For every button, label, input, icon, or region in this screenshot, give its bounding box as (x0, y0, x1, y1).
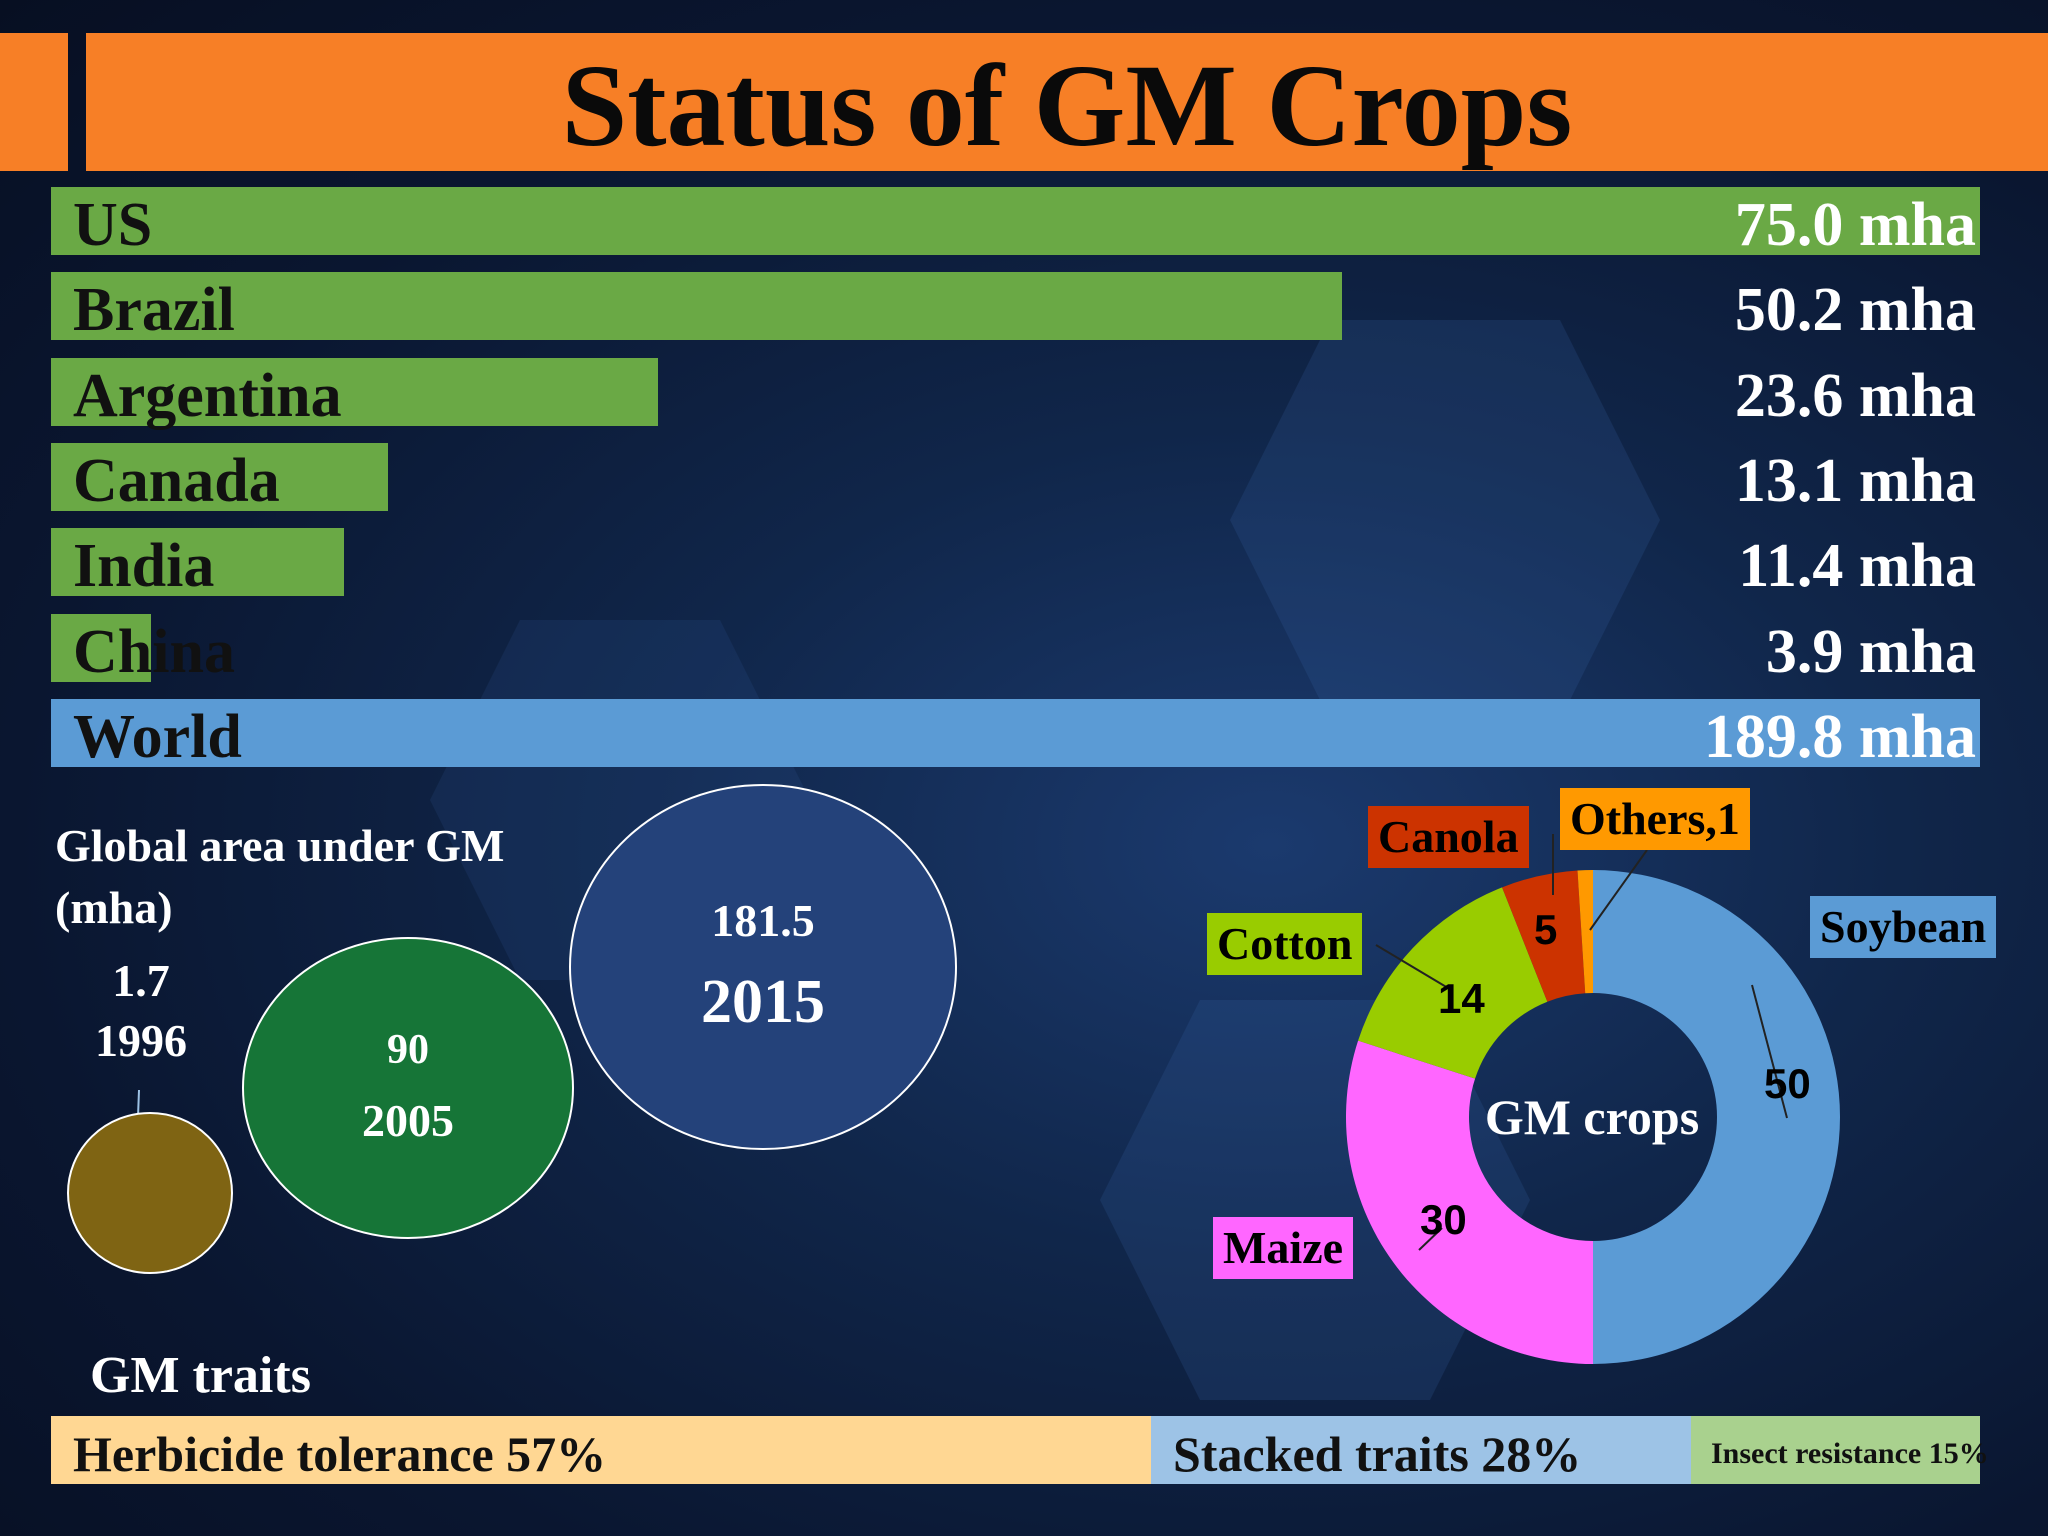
trait-3-label: Insect resistance 15% (1711, 1437, 1989, 1470)
bar-value-world: 189.8 mha (1703, 703, 1976, 771)
bar-value-china: 3.9 mha (1765, 618, 1976, 686)
bar-value-us: 75.0 mha (1734, 191, 1976, 259)
donut-value-maize: 30 (1420, 1196, 1467, 1243)
traits-title: GM traits (90, 1347, 311, 1404)
donut-slice-canola (1502, 870, 1586, 1002)
donut-leader-line (1375, 944, 1449, 989)
bar-china (51, 614, 151, 682)
donut-leader-line (1418, 1227, 1443, 1251)
bar-label-china: China (73, 618, 235, 686)
donut-value-cotton: 14 (1438, 975, 1485, 1022)
donut-slice-soybean (1593, 870, 1840, 1364)
donut-center-label: GM crops (1484, 1089, 1700, 1145)
bar-canada (51, 443, 388, 511)
page-title: Status of GM Crops (561, 40, 1573, 171)
donut-slice-others (1577, 870, 1593, 994)
trait-3-segment (1691, 1416, 1980, 1484)
donut-label-cotton: Cotton (1207, 913, 1363, 975)
bubble-2015 (569, 784, 957, 1150)
bubble-value-1996: 1.7 (112, 955, 170, 1006)
bar-label-india: India (73, 532, 215, 600)
bar-label-us: US (73, 191, 153, 259)
trait-2-label: Stacked traits 28% (1173, 1426, 1582, 1482)
bar-value-india: 11.4 mha (1738, 532, 1976, 600)
bar-value-canada: 13.1 mha (1734, 447, 1976, 515)
bar-label-canada: Canada (73, 447, 280, 515)
bar-value-brazil: 50.2 mha (1734, 276, 1976, 344)
bubble-1996 (67, 1112, 233, 1274)
donut-value-canola: 5 (1534, 906, 1558, 953)
donut-label-others: Others,1 (1560, 788, 1750, 850)
bar-india (51, 528, 344, 596)
bar-brazil (51, 272, 1342, 340)
title-bar (0, 33, 2048, 171)
donut-leader-line (1589, 849, 1648, 931)
bar-argentina (51, 358, 658, 426)
donut-value-soybean: 50 (1764, 1060, 1811, 1107)
bubble-year-2005: 2005 (362, 1095, 454, 1146)
bar-value-argentina: 23.6 mha (1734, 362, 1976, 430)
bubble-chart-title: Global area under GM (mha) (55, 815, 504, 939)
donut-label-canola: Canola (1368, 806, 1529, 868)
bubble-year-2015: 2015 (701, 968, 825, 1036)
bubble-chart-title-line-2: (mha) (55, 882, 173, 933)
bar-label-brazil: Brazil (73, 276, 235, 344)
bar-us (51, 187, 1980, 255)
trait-2-segment (1151, 1416, 1691, 1484)
bubble-value-2005: 90 (387, 1027, 429, 1073)
bar-label-world: World (73, 703, 242, 771)
donut-leader-line (1751, 984, 1788, 1119)
bubble-year-1996: 1996 (95, 1015, 187, 1066)
donut-slice-maize (1346, 1040, 1593, 1364)
bar-label-argentina: Argentina (73, 362, 342, 430)
bubble-chart-title-line-1: Global area under GM (55, 820, 505, 871)
bubble-2005 (242, 937, 574, 1239)
donut-label-maize: Maize (1213, 1217, 1354, 1279)
donut-slice-cotton (1358, 887, 1548, 1079)
trait-1-segment (51, 1416, 1151, 1484)
bar-world (51, 699, 1980, 767)
trait-1-label: Herbicide tolerance 57% (73, 1426, 607, 1482)
donut-label-soybean: Soybean (1810, 896, 1997, 958)
bubble-value-2015: 181.5 (711, 895, 815, 946)
